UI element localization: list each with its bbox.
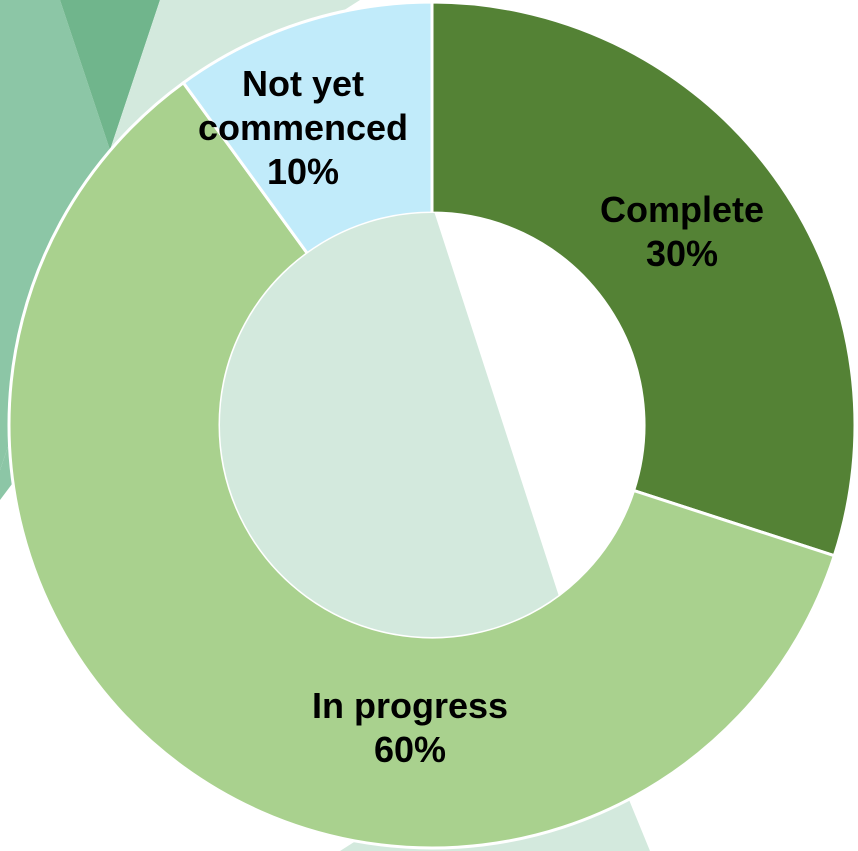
value-label: 10% [266,151,340,192]
category-label: In progress [311,685,509,726]
donut-slice [430,0,857,558]
category-label: Not yet commenced [197,63,409,148]
slice-label: In progress 60% [280,684,540,772]
value-label: 60% [373,729,447,770]
slice-label: Not yet commenced 10% [173,62,433,194]
value-label: 30% [645,233,719,274]
slice-label: Complete 30% [552,188,812,276]
category-label: Complete [599,189,765,230]
